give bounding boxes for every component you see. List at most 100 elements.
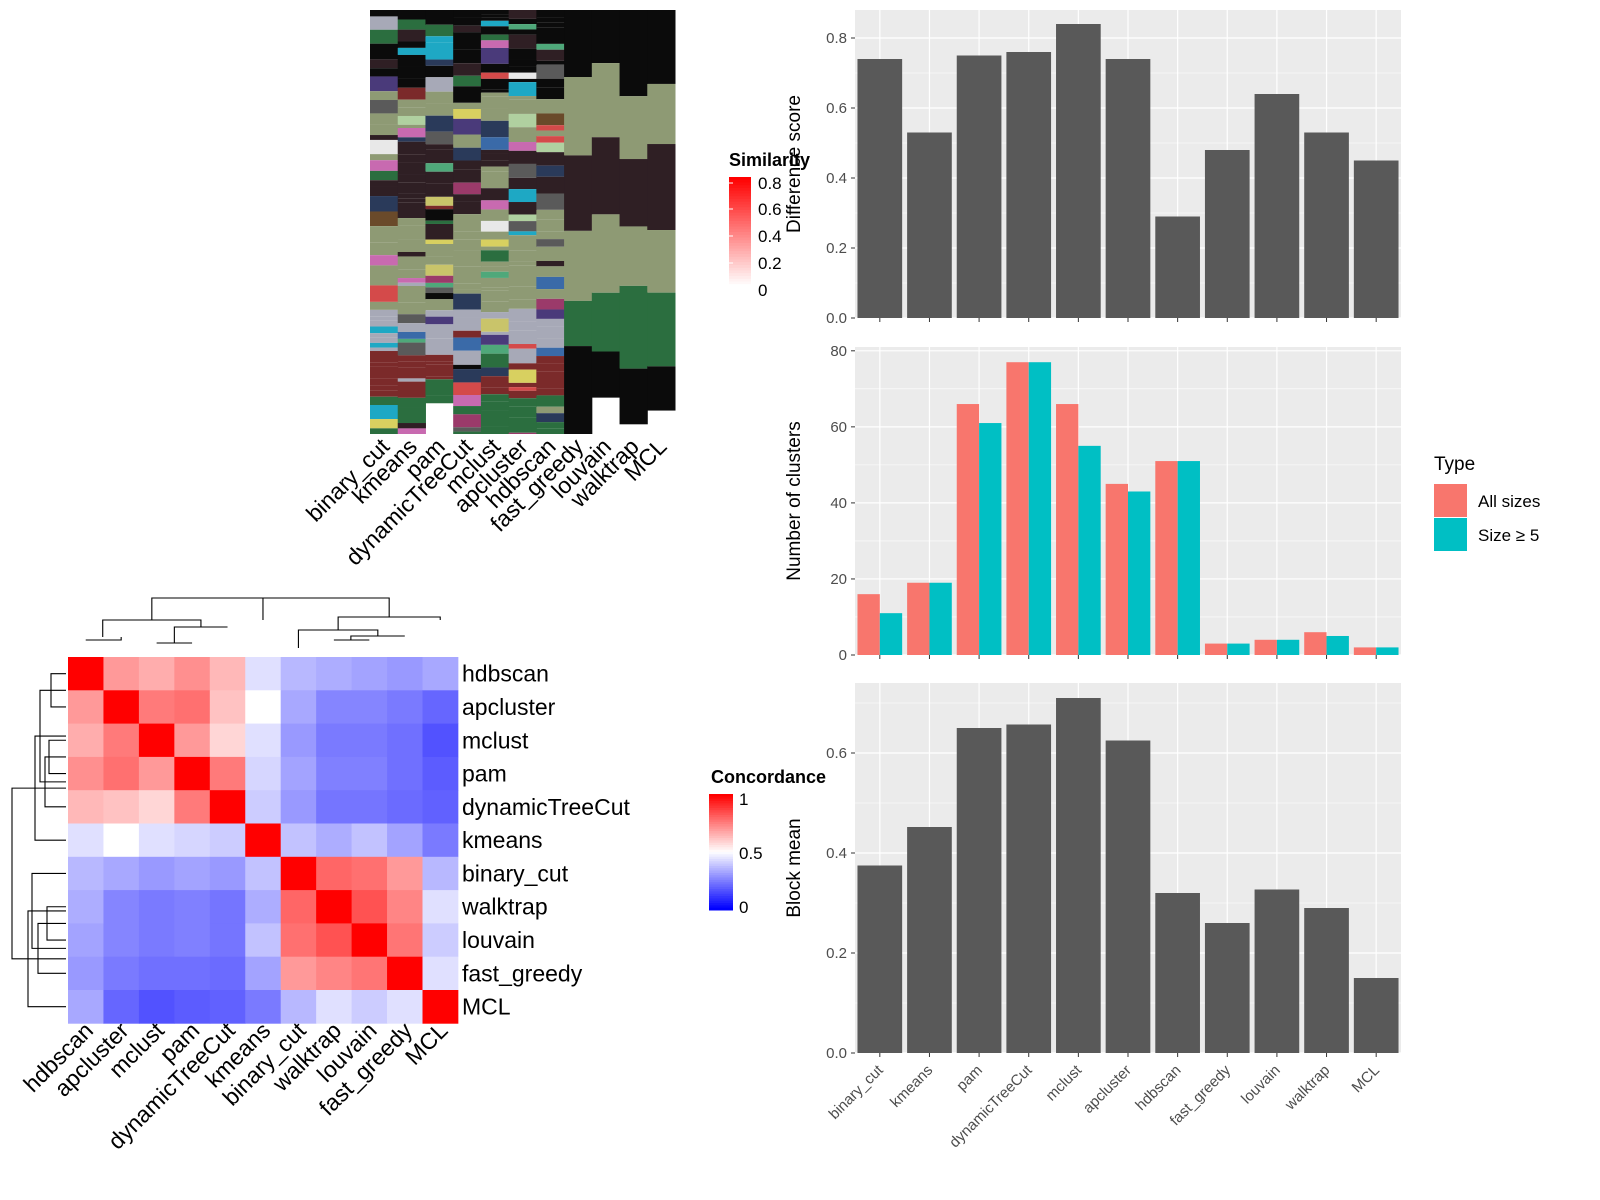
concordance-legend-gradient-step bbox=[709, 847, 733, 851]
cluster-assignment-cell bbox=[425, 376, 454, 380]
concordance-legend-gradient-step bbox=[709, 877, 733, 881]
bar-size-ge5 bbox=[1276, 639, 1300, 655]
concordance-cell bbox=[351, 923, 388, 958]
similarity-legend-gradient-step bbox=[729, 256, 751, 260]
similarity-legend-gradient-step bbox=[729, 243, 751, 247]
cluster-assignment-cell bbox=[536, 266, 565, 277]
similarity-legend-gradient-step bbox=[729, 270, 751, 274]
concordance-cell bbox=[209, 956, 246, 991]
concordance-cell bbox=[280, 956, 317, 991]
cluster-assignment-cell bbox=[619, 368, 648, 425]
bar bbox=[1254, 94, 1300, 318]
concordance-cell bbox=[68, 856, 104, 891]
concordance-cell bbox=[68, 657, 104, 691]
concordance-cell bbox=[245, 756, 282, 791]
cluster-assignment-cell bbox=[453, 330, 482, 338]
concordance-cell bbox=[387, 790, 423, 824]
cluster-assignment-cell bbox=[508, 163, 537, 178]
concordance-cell bbox=[280, 890, 317, 924]
concordance-cell bbox=[422, 990, 459, 1024]
cluster-assignment-cell bbox=[480, 153, 510, 161]
difference-score-chart: 0.0 0.2 0.4 0.6 0.8 Difference score bbox=[784, 10, 1401, 327]
cluster-assignment-cell bbox=[370, 385, 399, 391]
bar bbox=[857, 59, 903, 318]
cluster-assignment-cell bbox=[397, 428, 426, 434]
concordance-cell bbox=[422, 890, 459, 924]
cluster-assignment-cell bbox=[480, 331, 510, 335]
cluster-assignment-cell bbox=[480, 72, 510, 79]
cluster-assignment-cell bbox=[536, 318, 565, 327]
cluster-assignment-cell bbox=[508, 398, 537, 407]
cluster-assignment-cell bbox=[536, 49, 565, 61]
cluster-assignment-cell bbox=[508, 417, 537, 433]
concordance-legend-gradient-step bbox=[709, 882, 733, 885]
cluster-assignment-cell bbox=[425, 361, 454, 365]
cluster-assignment-cell bbox=[508, 18, 537, 25]
cluster-assignment-cell bbox=[480, 261, 510, 267]
cluster-assignment-cell bbox=[425, 10, 454, 25]
concordance-cell bbox=[209, 990, 246, 1024]
concordance-cell bbox=[103, 657, 140, 691]
cluster-assignment-cell bbox=[397, 218, 426, 226]
similarity-legend-tick-label: 0.8 bbox=[758, 174, 782, 193]
column-dendrogram-link bbox=[350, 635, 405, 640]
column-dendrogram-link bbox=[102, 619, 202, 637]
bar bbox=[1006, 724, 1052, 1053]
cluster-assignment-cell bbox=[397, 10, 426, 20]
cluster-assignment-cell bbox=[397, 141, 426, 155]
bar bbox=[1056, 24, 1101, 318]
similarity-legend-gradient-step bbox=[729, 262, 751, 266]
bar bbox=[1105, 59, 1151, 318]
cluster-assignment-cell bbox=[480, 34, 510, 41]
similarity-heatmap-bg bbox=[10, 10, 359, 359]
cluster-assignment-cell bbox=[370, 378, 399, 386]
cluster-assignment-cell bbox=[536, 276, 565, 290]
cluster-assignment-cell bbox=[453, 309, 482, 318]
cluster-assignment-cell bbox=[453, 231, 482, 240]
cluster-assignment-cell bbox=[425, 91, 454, 104]
cluster-assignment-cell bbox=[536, 395, 565, 407]
cluster-assignment-cell bbox=[397, 278, 426, 283]
similarity-legend-gradient-step bbox=[729, 215, 751, 219]
cluster-assignment-cell bbox=[536, 87, 565, 100]
y-tick-label: 20 bbox=[830, 571, 847, 588]
cluster-assignment-cell bbox=[480, 96, 510, 109]
concordance-cell bbox=[68, 990, 104, 1024]
cluster-assignment-cell bbox=[453, 427, 482, 432]
bar bbox=[907, 132, 952, 318]
concordance-legend-gradient-step bbox=[709, 900, 733, 904]
cluster-assignment-cell bbox=[370, 76, 399, 92]
cluster-assignment-cell bbox=[397, 137, 426, 142]
cluster-assignment-cell bbox=[591, 351, 621, 398]
bar-all-sizes bbox=[956, 404, 980, 655]
cluster-assignment-cell bbox=[508, 10, 537, 19]
cluster-assignment-cell bbox=[480, 20, 510, 27]
bar-all-sizes bbox=[1105, 483, 1128, 655]
cluster-assignment-cell bbox=[536, 99, 565, 114]
concordance-cell bbox=[209, 823, 246, 858]
concordance-legend-gradient-step bbox=[709, 889, 733, 892]
concordance-row-label: apcluster bbox=[462, 694, 556, 720]
cluster-assignment-cell bbox=[370, 160, 399, 171]
cluster-assignment-cell bbox=[453, 86, 482, 103]
cluster-assignment-cell bbox=[536, 27, 565, 44]
concordance-legend-gradient-step bbox=[709, 826, 733, 830]
cluster-assignment-cell bbox=[397, 286, 426, 303]
cluster-assignment-cell bbox=[536, 309, 565, 319]
concordance-cell bbox=[245, 823, 282, 858]
cluster-assignment-matrix bbox=[370, 10, 676, 434]
concordance-legend-gradient-step bbox=[709, 861, 733, 865]
similarity-legend-gradient-step bbox=[729, 278, 751, 282]
concordance-cell bbox=[138, 923, 175, 958]
bar-size-ge5 bbox=[1177, 461, 1200, 655]
cluster-assignment-cell bbox=[397, 423, 426, 429]
cluster-assignment-cell bbox=[397, 154, 426, 163]
cluster-assignment-cell bbox=[397, 378, 426, 382]
cluster-assignment-cell bbox=[425, 239, 454, 244]
cluster-assignment-cell bbox=[397, 182, 426, 194]
concordance-legend-gradient-step bbox=[709, 884, 733, 888]
cluster-assignment-cell bbox=[370, 309, 399, 317]
cluster-assignment-cell bbox=[480, 78, 510, 90]
cluster-assignment-cell bbox=[564, 155, 593, 231]
